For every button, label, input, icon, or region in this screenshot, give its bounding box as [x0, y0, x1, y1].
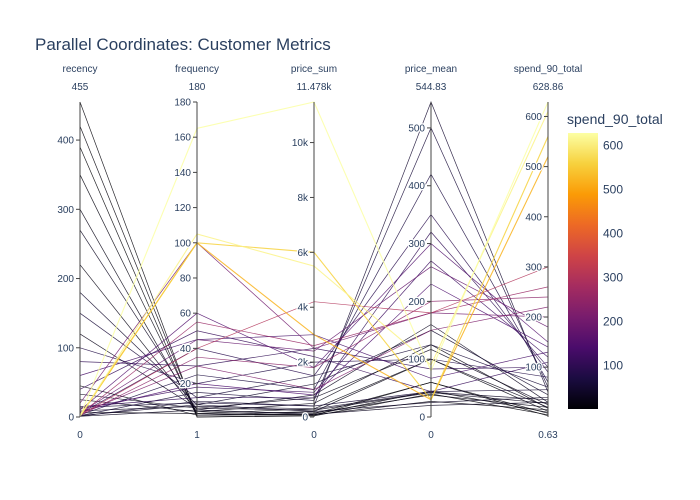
axis-range-min: 1	[194, 430, 200, 441]
axis-tick-label: 4k	[297, 303, 309, 314]
axis-tick-label: 160	[174, 133, 191, 144]
axis-tick-label: 300	[57, 205, 74, 216]
axis-tick-label: 400	[525, 212, 542, 223]
axis-tick-label: 0	[68, 413, 74, 424]
axis-tick-label: 400	[57, 136, 74, 147]
axis-tick-label: 200	[525, 313, 542, 324]
axis-name: spend_90_total	[514, 64, 582, 75]
axis-tick-label: 100	[408, 355, 425, 366]
axis-tick-label: 140	[174, 168, 191, 179]
colorbar-gradient	[568, 133, 598, 409]
axis-name: frequency	[175, 64, 219, 75]
axis-tick-label: 6k	[297, 248, 309, 259]
axis-tick-label: 40	[180, 344, 192, 355]
axis-price_mean[interactable]: price_mean 544.83 00 100 200 300 400 500	[405, 64, 457, 441]
axis-tick-label: 300	[408, 239, 425, 250]
axis-price_sum[interactable]: price_sum 11.478k 00 2k 4k 6k 8k 10k	[291, 64, 337, 441]
colorbar-tick-label: 200	[603, 314, 623, 328]
axis-range-min: 0.63	[538, 430, 558, 441]
colorbar-tick-label: 400	[603, 227, 623, 241]
axis-tick-label: 60	[180, 309, 192, 320]
axis-tick-label: 500	[408, 123, 425, 134]
axis-range-max: 544.83	[416, 82, 447, 93]
axis-name: price_mean	[405, 64, 457, 75]
axes-layer[interactable]: recency45500100200300400frequency1801204…	[56, 64, 582, 441]
axis-tick-label: 300	[525, 262, 542, 273]
axis-recency[interactable]: recency 455 00 100 200 300 400	[56, 64, 97, 441]
axis-name: price_sum	[291, 64, 337, 75]
axis-range-min: 0	[311, 430, 317, 441]
axis-name: recency	[62, 64, 97, 75]
axis-tick-label: 100	[57, 343, 74, 354]
colorbar-tick-label: 600	[603, 139, 623, 153]
axis-tick-label: 120	[174, 203, 191, 214]
axis-tick-label: 80	[180, 273, 192, 284]
axis-tick-label: 0	[302, 413, 308, 424]
axis-range-min: 0	[77, 430, 83, 441]
axis-range-max: 180	[189, 82, 206, 93]
colorbar-tick-label: 500	[603, 183, 623, 197]
axis-tick-label: 2k	[297, 358, 309, 369]
colorbar-tick-label: 100	[603, 358, 623, 372]
axis-spend_90_total[interactable]: spend_90_total 628.86 0.63 100 200 300 400 500 6…	[514, 64, 582, 441]
axis-tick-label: 200	[57, 274, 74, 285]
axis-tick-label: 180	[174, 98, 191, 109]
axis-range-max: 11.478k	[297, 82, 333, 93]
axis-tick-label: 20	[180, 379, 192, 390]
axis-tick-label: 100	[525, 363, 542, 374]
axis-range-max: 628.86	[533, 82, 564, 93]
axis-tick-label: 0	[419, 413, 425, 424]
axis-range-min: 0	[428, 430, 434, 441]
axis-tick-label: 400	[408, 181, 425, 192]
axis-tick-label: 8k	[297, 193, 309, 204]
axis-tick-label: 200	[408, 297, 425, 308]
colorbar-title: spend_90_total	[567, 111, 663, 127]
colorbar-tick-label: 300	[603, 270, 623, 284]
axis-tick-label: 10k	[292, 138, 309, 149]
colorbar: spend_90_total 100 200 300 400 500 600	[567, 111, 663, 409]
axis-tick-label: 600	[525, 112, 542, 123]
axis-tick-label: 500	[525, 162, 542, 173]
chart-title: Parallel Coordinates: Customer Metrics	[35, 35, 331, 54]
axis-tick-label: 100	[174, 238, 191, 249]
axis-range-max: 455	[72, 82, 89, 93]
